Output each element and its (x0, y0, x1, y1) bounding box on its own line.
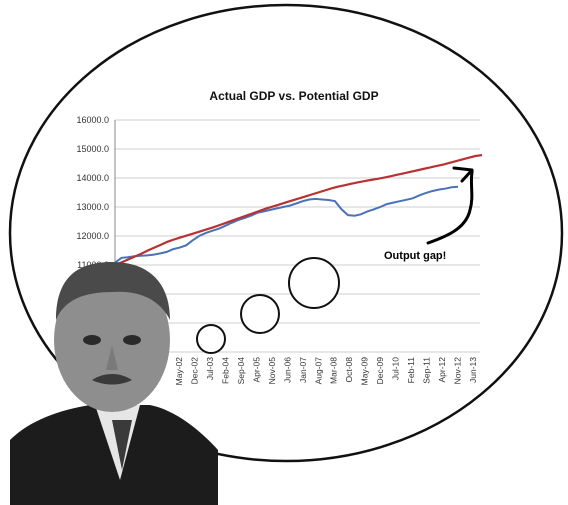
x-tick-label: Jun-06 (282, 357, 292, 383)
x-tick-label: May-02 (174, 357, 184, 386)
x-tick-label: Sep-04 (236, 357, 246, 385)
thought-circle-large (288, 257, 340, 309)
x-tick-label: Apr-05 (251, 357, 261, 383)
x-tick-label: Feb-11 (406, 357, 416, 384)
x-tick-label: Feb-04 (220, 357, 230, 384)
thought-circle-medium (240, 294, 280, 334)
thought-circle-small (196, 324, 226, 354)
x-tick-label: Apr-12 (437, 357, 447, 383)
x-tick-label: May-09 (360, 357, 370, 386)
output-gap-annotation: Output gap! (384, 250, 446, 262)
series-line-actual-gdp (114, 185, 459, 264)
portrait-photo (10, 262, 218, 505)
x-tick-label: Sep-11 (422, 357, 432, 384)
y-tick-label: 14000.0 (76, 173, 109, 183)
x-tick-label: Nov-05 (267, 357, 277, 385)
y-tick-label: 12000.0 (76, 231, 109, 241)
y-tick-label: 16000.0 (76, 115, 109, 125)
arrow-head-icon (452, 166, 474, 183)
x-tick-label: Jul-10 (391, 357, 401, 380)
output-gap-arrow (426, 170, 474, 245)
y-tick-label: 13000.0 (76, 202, 109, 212)
plot-area: 11000.012000.013000.014000.015000.016000… (76, 115, 483, 386)
x-tick-label: Dec-09 (375, 357, 385, 385)
x-tick-label: Jul-03 (205, 357, 215, 380)
x-tick-label: Oct-08 (344, 357, 354, 383)
x-tick-label: Jun-13 (468, 357, 478, 383)
x-tick-label: Aug-07 (313, 357, 323, 385)
series-line-potential-gdp (114, 154, 483, 267)
chart-title: Actual GDP vs. Potential GDP (209, 89, 378, 103)
x-tick-label: Nov-12 (453, 357, 463, 385)
x-tick-label: Mar-08 (329, 357, 339, 384)
x-tick-labels: May-02 Dec-02 Jul-03 Feb-04 Sep-04 Apr-05 Nov-… (174, 357, 478, 386)
x-tick-label: Jan-07 (298, 357, 308, 383)
x-tick-label: Dec-02 (189, 357, 199, 385)
y-tick-label: 15000.0 (76, 144, 109, 154)
